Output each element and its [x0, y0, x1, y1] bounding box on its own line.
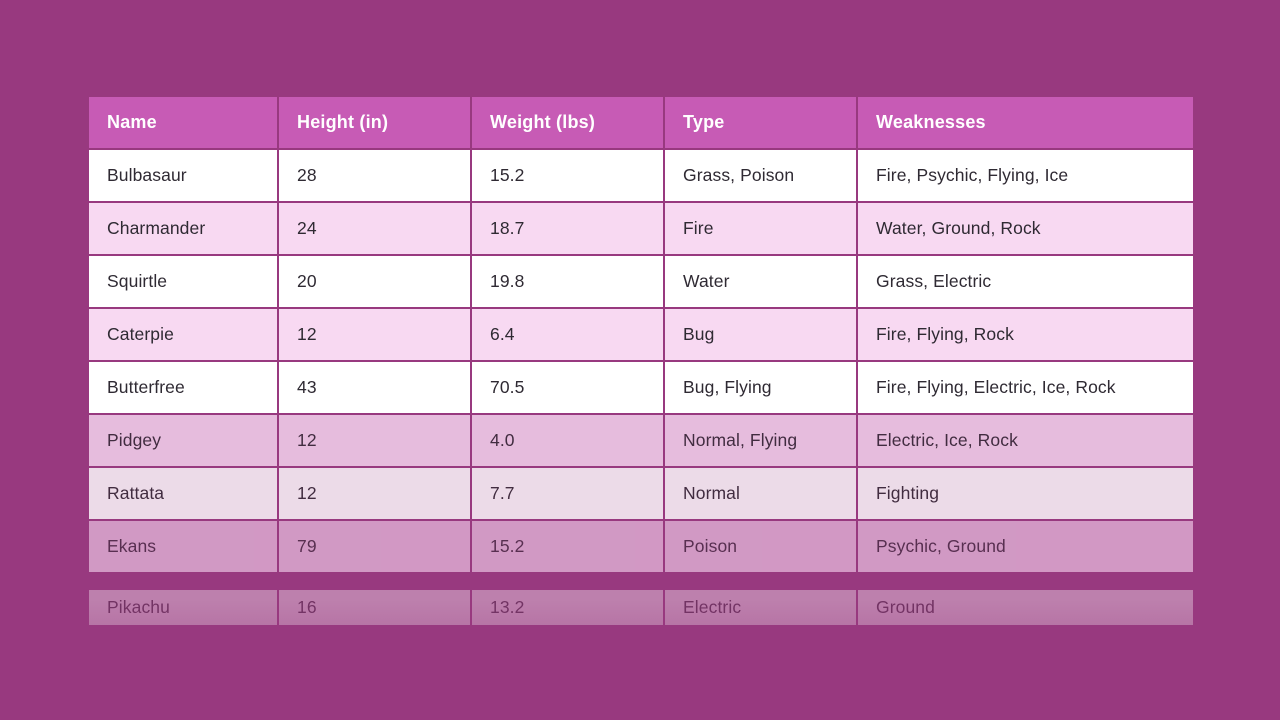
table-row[interactable]: Butterfree 43 70.5 Bug, Flying Fire, Flying,… [89, 362, 1193, 413]
pokemon-table: Name Height (in) Weight (lbs) Type Weakn… [87, 95, 1195, 627]
table-row[interactable]: Pikachu 16 13.2 Electric Ground [89, 574, 1193, 625]
cell-name: Rattata [89, 468, 277, 519]
cell-type: Normal, Flying [665, 415, 856, 466]
cell-weight: 7.7 [472, 468, 663, 519]
cell-name: Caterpie [89, 309, 277, 360]
column-header-name[interactable]: Name [89, 97, 277, 148]
cell-type: Water [665, 256, 856, 307]
cell-height: 24 [279, 203, 470, 254]
cell-weak: Water, Ground, Rock [858, 203, 1193, 254]
cell-name: Pidgey [89, 415, 277, 466]
cell-height: 12 [279, 415, 470, 466]
cell-weight: 70.5 [472, 362, 663, 413]
cell-height: 79 [279, 521, 470, 572]
cell-weight: 6.4 [472, 309, 663, 360]
column-header-height[interactable]: Height (in) [279, 97, 470, 148]
cell-name: Squirtle [89, 256, 277, 307]
cell-height: 12 [279, 309, 470, 360]
cell-type: Bug, Flying [665, 362, 856, 413]
cell-name: Pikachu [89, 574, 277, 625]
cell-height: 28 [279, 150, 470, 201]
cell-type: Fire [665, 203, 856, 254]
cell-weak: Fire, Flying, Rock [858, 309, 1193, 360]
cell-type: Bug [665, 309, 856, 360]
table-header: Name Height (in) Weight (lbs) Type Weakn… [89, 97, 1193, 148]
column-header-weight[interactable]: Weight (lbs) [472, 97, 663, 148]
column-header-type[interactable]: Type [665, 97, 856, 148]
table-row[interactable]: Rattata 12 7.7 Normal Fighting [89, 468, 1193, 519]
cell-name: Bulbasaur [89, 150, 277, 201]
table-row[interactable]: Ekans 79 15.2 Poison Psychic, Ground [89, 521, 1193, 572]
cell-name: Ekans [89, 521, 277, 572]
cell-height: 20 [279, 256, 470, 307]
table-row[interactable]: Squirtle 20 19.8 Water Grass, Electric [89, 256, 1193, 307]
table-row[interactable]: Bulbasaur 28 15.2 Grass, Poison Fire, Psychi… [89, 150, 1193, 201]
pokemon-table-container: Name Height (in) Weight (lbs) Type Weakn… [87, 95, 1193, 627]
table-body: Bulbasaur 28 15.2 Grass, Poison Fire, Psychi… [89, 150, 1193, 625]
cell-height: 16 [279, 574, 470, 625]
cell-weak: Fighting [858, 468, 1193, 519]
cell-weight: 15.2 [472, 521, 663, 572]
cell-weak: Ground [858, 574, 1193, 625]
cell-height: 43 [279, 362, 470, 413]
column-header-weaknesses[interactable]: Weaknesses [858, 97, 1193, 148]
table-row[interactable]: Caterpie 12 6.4 Bug Fire, Flying, Rock [89, 309, 1193, 360]
cell-weight: 18.7 [472, 203, 663, 254]
cell-weight: 19.8 [472, 256, 663, 307]
cell-type: Grass, Poison [665, 150, 856, 201]
table-header-row: Name Height (in) Weight (lbs) Type Weakn… [89, 97, 1193, 148]
cell-weight: 4.0 [472, 415, 663, 466]
cell-type: Poison [665, 521, 856, 572]
cell-name: Charmander [89, 203, 277, 254]
table-row[interactable]: Pidgey 12 4.0 Normal, Flying Electric, Ice, … [89, 415, 1193, 466]
cell-weak: Electric, Ice, Rock [858, 415, 1193, 466]
cell-weak: Psychic, Ground [858, 521, 1193, 572]
cell-weak: Grass, Electric [858, 256, 1193, 307]
cell-weight: 13.2 [472, 574, 663, 625]
cell-name: Butterfree [89, 362, 277, 413]
cell-weight: 15.2 [472, 150, 663, 201]
cell-height: 12 [279, 468, 470, 519]
cell-weak: Fire, Psychic, Flying, Ice [858, 150, 1193, 201]
cell-type: Normal [665, 468, 856, 519]
cell-weak: Fire, Flying, Electric, Ice, Rock [858, 362, 1193, 413]
cell-type: Electric [665, 574, 856, 625]
table-row[interactable]: Charmander 24 18.7 Fire Water, Ground, Rock [89, 203, 1193, 254]
